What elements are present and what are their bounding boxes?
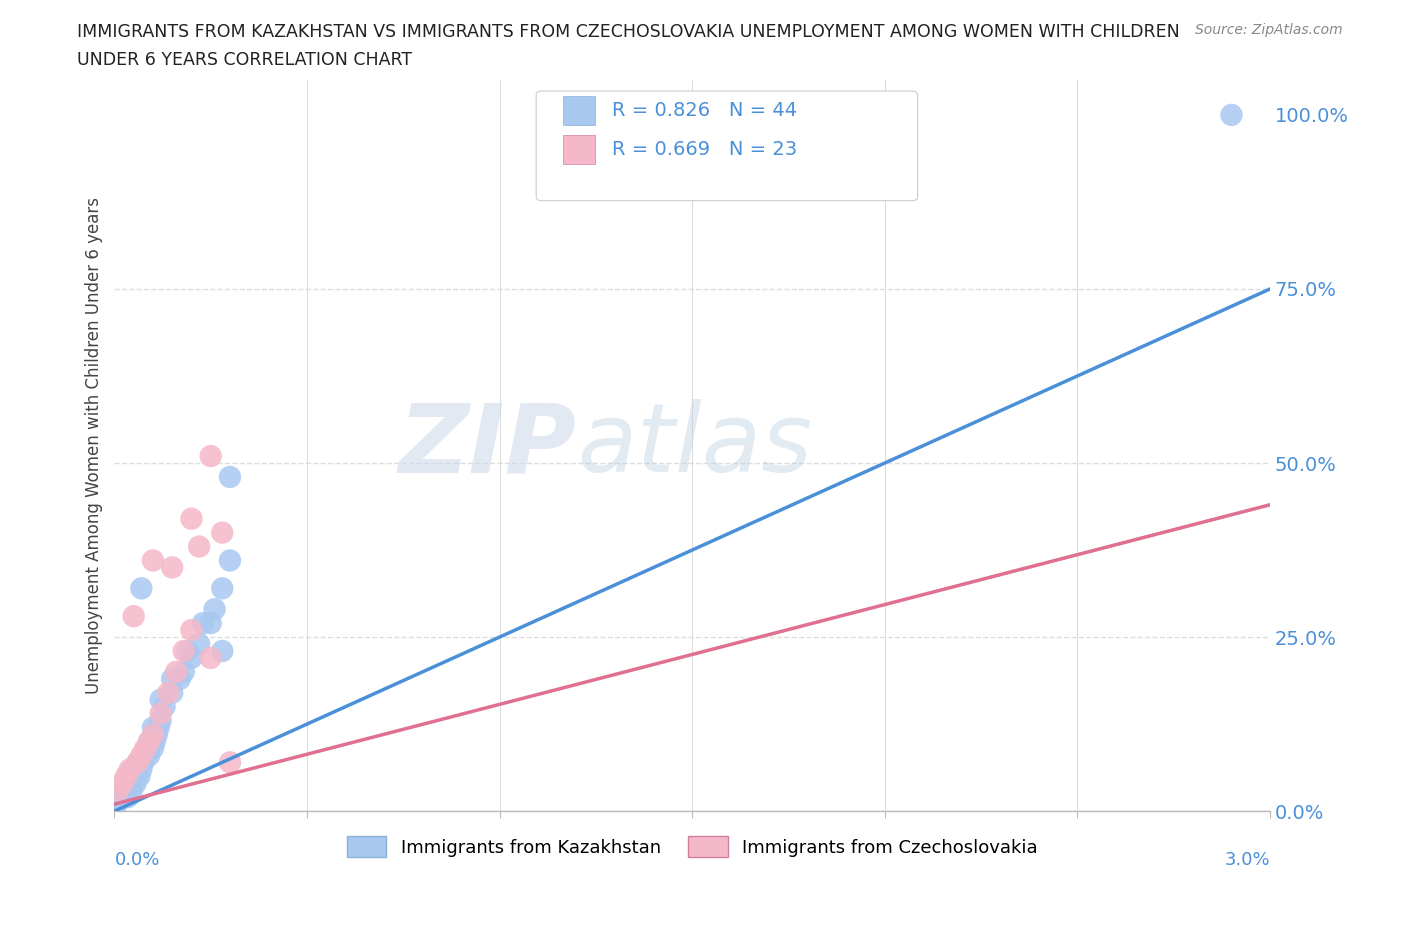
Point xyxy=(136,741,159,756)
Text: 3.0%: 3.0% xyxy=(1225,851,1270,870)
Point xyxy=(211,525,233,540)
Point xyxy=(131,748,153,763)
Point xyxy=(148,720,170,735)
Point xyxy=(149,692,172,707)
Point xyxy=(157,685,180,700)
Point xyxy=(127,755,149,770)
Point xyxy=(143,734,166,749)
Text: IMMIGRANTS FROM KAZAKHSTAN VS IMMIGRANTS FROM CZECHOSLOVAKIA UNEMPLOYMENT AMONG : IMMIGRANTS FROM KAZAKHSTAN VS IMMIGRANTS… xyxy=(77,23,1180,41)
Point xyxy=(173,664,195,679)
Point xyxy=(118,769,141,784)
Bar xyxy=(562,135,595,165)
Point xyxy=(138,748,160,763)
Point xyxy=(139,734,162,749)
Point xyxy=(115,776,138,790)
Point xyxy=(142,720,165,735)
Point xyxy=(191,616,214,631)
Text: 0.0%: 0.0% xyxy=(114,851,160,870)
Point xyxy=(121,783,143,798)
Point xyxy=(131,762,153,777)
Point xyxy=(180,650,202,665)
Point xyxy=(165,664,187,679)
Point xyxy=(138,734,160,749)
Point xyxy=(132,755,155,770)
Point xyxy=(131,581,153,596)
Text: UNDER 6 YEARS CORRELATION CHART: UNDER 6 YEARS CORRELATION CHART xyxy=(77,51,412,69)
Point xyxy=(122,609,145,624)
Text: ZIP: ZIP xyxy=(399,399,576,492)
Point xyxy=(107,783,129,798)
Point xyxy=(219,470,242,485)
Y-axis label: Unemployment Among Women with Children Under 6 years: Unemployment Among Women with Children U… xyxy=(86,197,103,694)
Point xyxy=(118,762,141,777)
Point xyxy=(153,699,176,714)
Point xyxy=(173,644,195,658)
Text: R = 0.826   N = 44: R = 0.826 N = 44 xyxy=(613,101,797,120)
Text: R = 0.669   N = 23: R = 0.669 N = 23 xyxy=(613,140,797,159)
Point xyxy=(128,769,150,784)
Point xyxy=(134,748,156,763)
Point xyxy=(160,671,183,686)
Point xyxy=(219,755,242,770)
Point xyxy=(180,623,202,638)
Point xyxy=(138,734,160,749)
Point xyxy=(105,797,128,812)
Point xyxy=(204,602,226,617)
Point xyxy=(200,616,222,631)
Point xyxy=(1220,108,1243,123)
Point xyxy=(122,762,145,777)
Point xyxy=(188,539,211,554)
Bar xyxy=(562,96,595,126)
Point xyxy=(117,790,139,804)
Point xyxy=(169,671,191,686)
Point xyxy=(142,741,165,756)
Point xyxy=(111,786,134,801)
Point xyxy=(200,650,222,665)
FancyBboxPatch shape xyxy=(536,91,918,201)
Legend: Immigrants from Kazakhstan, Immigrants from Czechoslovakia: Immigrants from Kazakhstan, Immigrants f… xyxy=(339,829,1045,864)
Text: Source: ZipAtlas.com: Source: ZipAtlas.com xyxy=(1195,23,1343,37)
Point xyxy=(115,769,138,784)
Point xyxy=(188,637,211,652)
Point xyxy=(142,553,165,568)
Point xyxy=(160,560,183,575)
Point xyxy=(107,793,129,808)
Point xyxy=(149,706,172,721)
Point xyxy=(211,581,233,596)
Point xyxy=(160,685,183,700)
Point xyxy=(111,776,134,790)
Point xyxy=(127,755,149,770)
Point xyxy=(108,790,131,804)
Point xyxy=(142,727,165,742)
Point xyxy=(134,741,156,756)
Point xyxy=(176,644,198,658)
Point xyxy=(219,553,242,568)
Point xyxy=(149,713,172,728)
Point xyxy=(211,644,233,658)
Point xyxy=(124,776,146,790)
Point xyxy=(146,727,169,742)
Point xyxy=(200,448,222,463)
Point xyxy=(180,512,202,526)
Point xyxy=(112,783,135,798)
Text: atlas: atlas xyxy=(576,399,811,492)
